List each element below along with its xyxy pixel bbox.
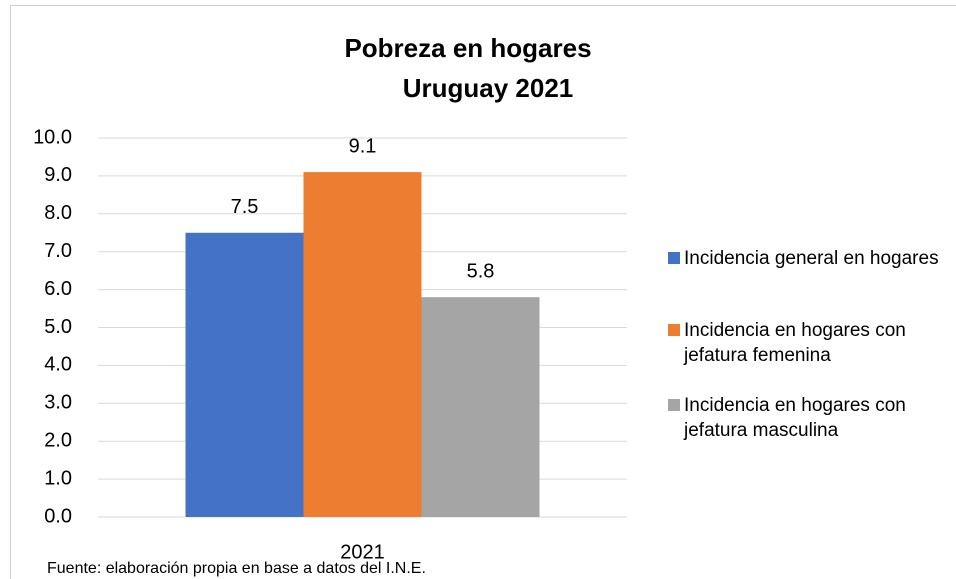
- y-tick-label: 7.0: [44, 240, 72, 262]
- y-tick-label: 6.0: [44, 278, 72, 300]
- bar: [185, 232, 304, 517]
- legend-swatch: [668, 399, 680, 411]
- legend-label: Incidencia general en hogares: [684, 248, 939, 269]
- y-tick-label: 2.0: [44, 429, 72, 451]
- y-tick-label: 9.0: [44, 164, 72, 186]
- data-label: 9.1: [349, 135, 377, 157]
- bar: [303, 172, 422, 518]
- x-tick-label: 2021: [340, 541, 385, 563]
- y-tick-label: 4.0: [44, 354, 72, 376]
- y-tick-label: 8.0: [44, 202, 72, 224]
- data-label: 7.5: [231, 196, 259, 218]
- y-tick-label: 3.0: [44, 392, 72, 414]
- chart-title: Pobreza en hogares: [344, 33, 591, 63]
- chart-subtitle: Uruguay 2021: [403, 73, 574, 103]
- legend-label: Incidencia en hogares con jefatura mascu…: [684, 395, 906, 441]
- chart-frame: [10, 5, 956, 579]
- y-tick-label: 5.0: [44, 316, 72, 338]
- y-tick-label: 1.0: [44, 467, 72, 489]
- y-tick-label: 0.0: [44, 505, 72, 527]
- source-note: Fuente: elaboración propia en base a dat…: [47, 560, 426, 577]
- y-tick-label: 10.0: [33, 126, 72, 148]
- data-label: 5.8: [467, 260, 495, 282]
- legend-swatch: [668, 324, 680, 336]
- legend-label: Incidencia en hogares con jefatura femen…: [684, 320, 906, 366]
- legend-swatch: [668, 252, 680, 264]
- bar: [421, 297, 540, 517]
